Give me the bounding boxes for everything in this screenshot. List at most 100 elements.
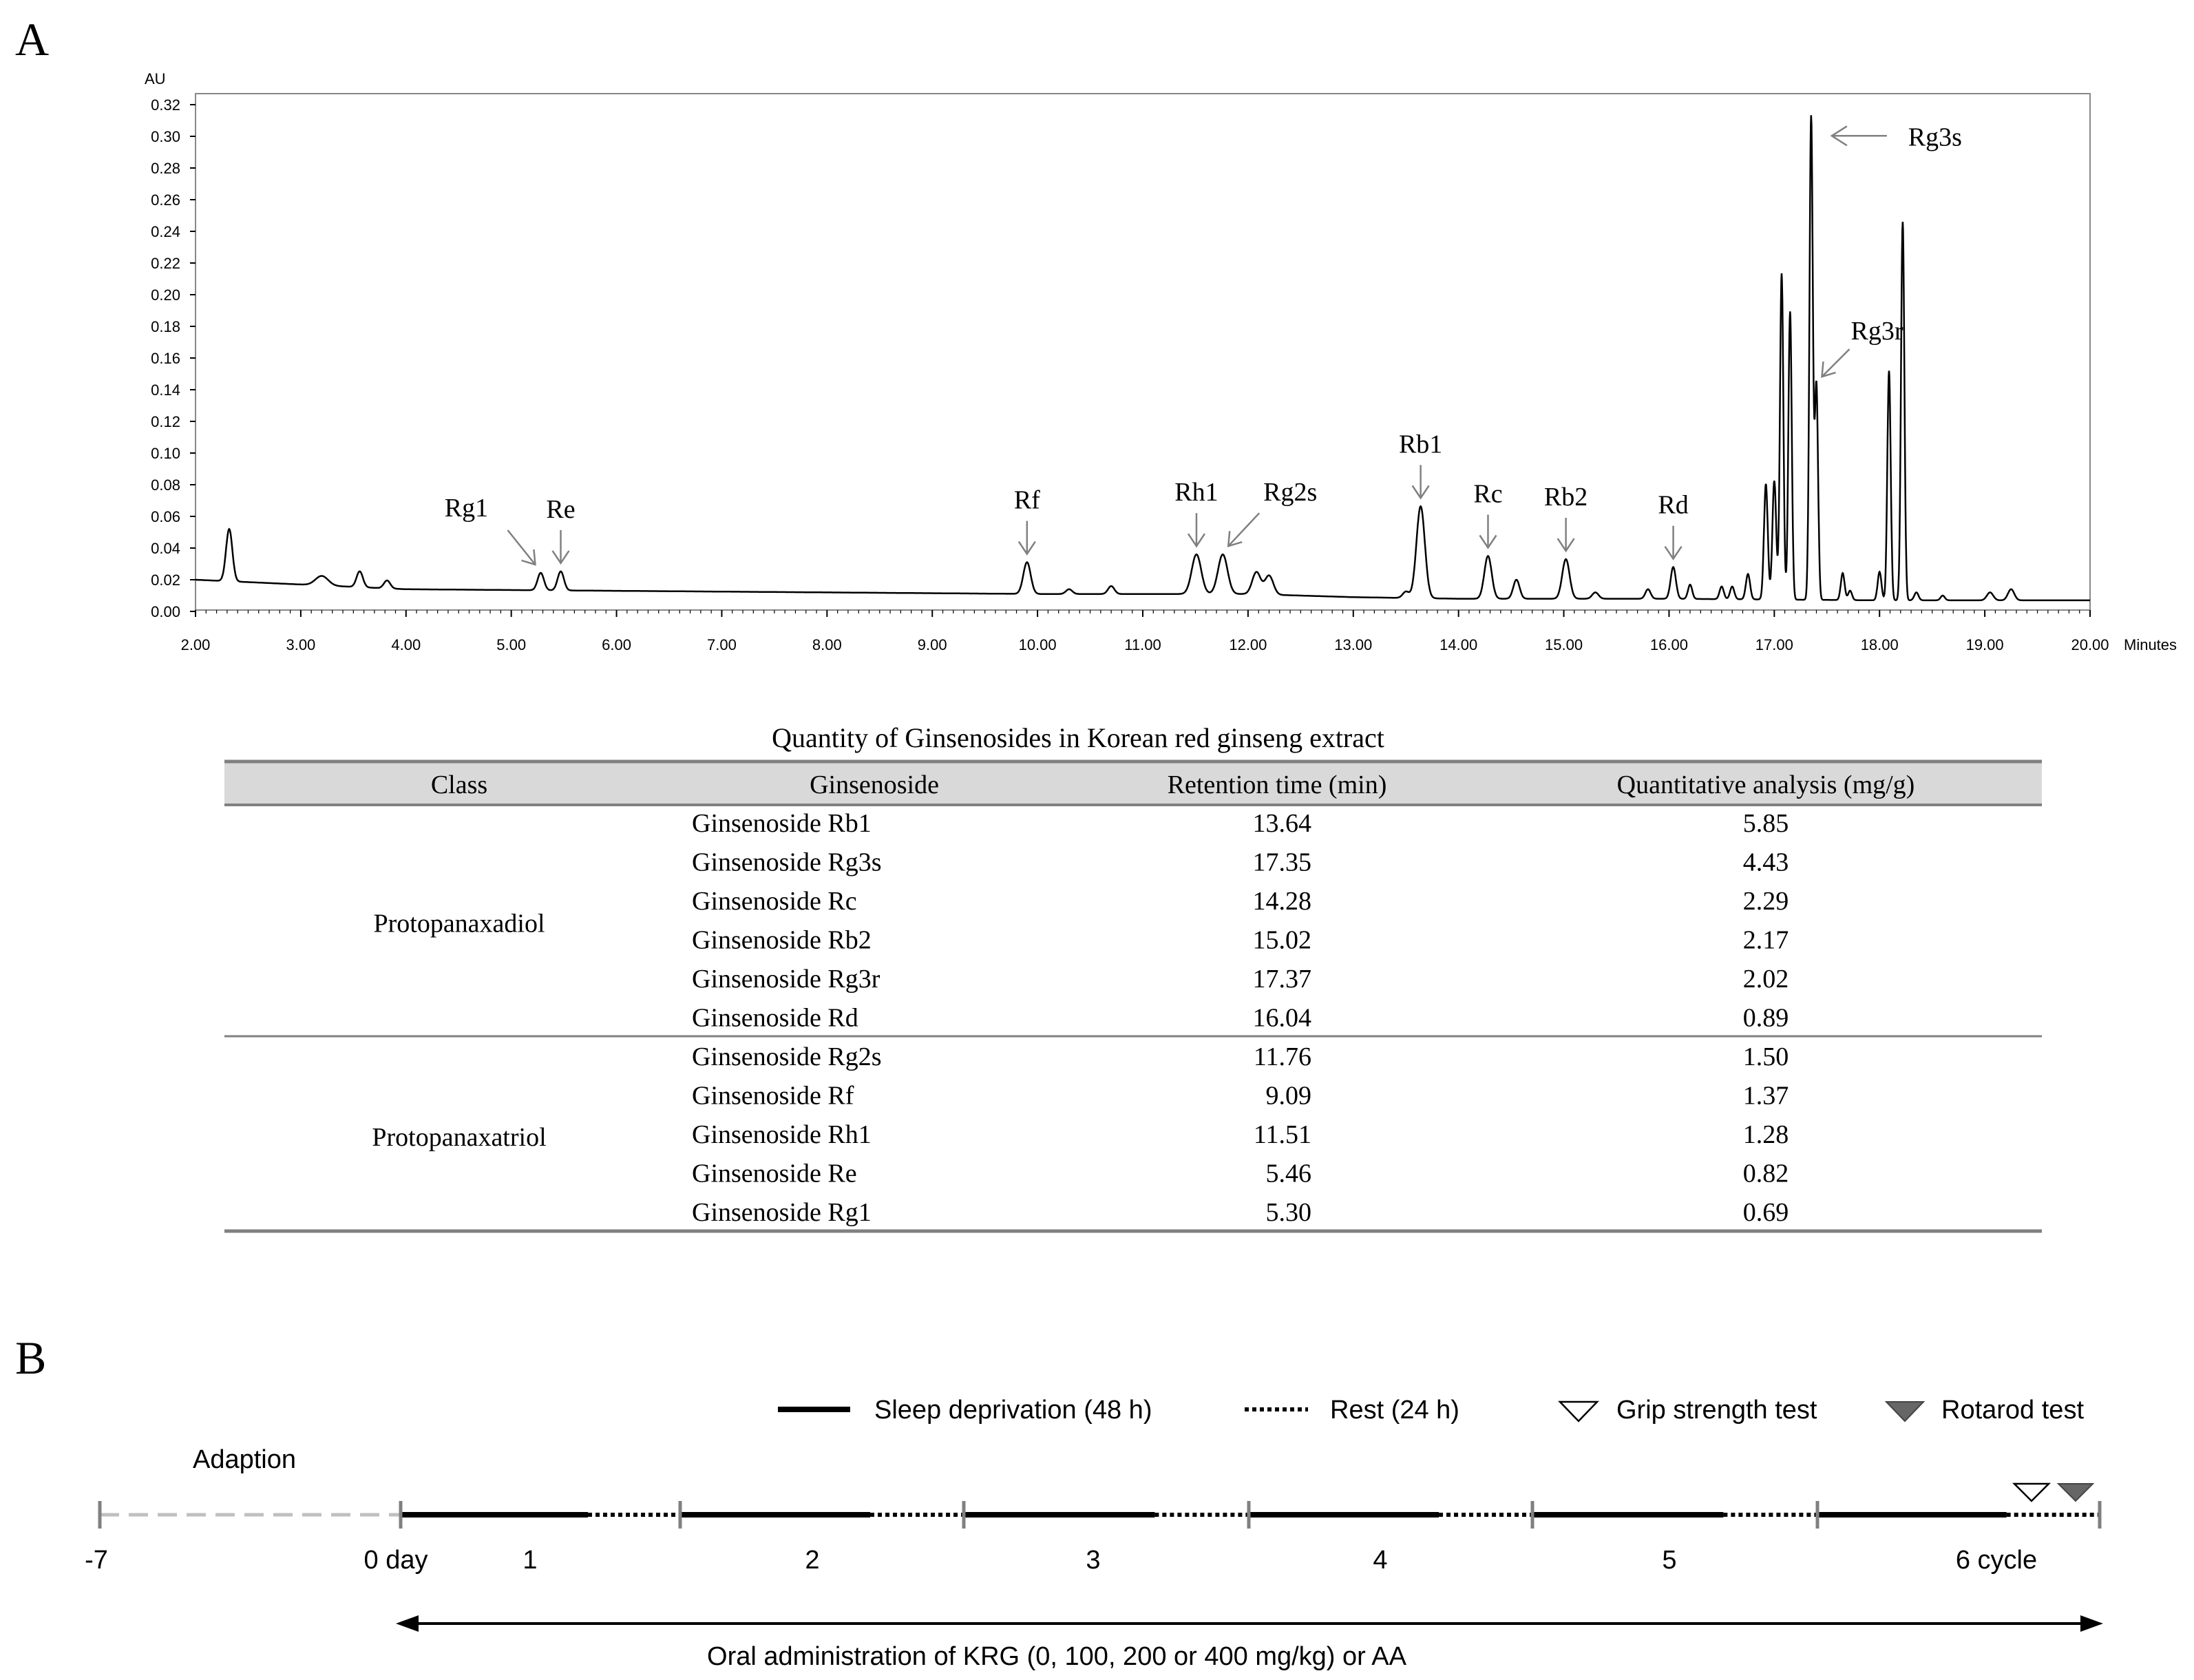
label-cycle5: 5 [1662, 1546, 1676, 1575]
peak-label: Rc [1473, 480, 1502, 509]
x-tick-label: 17.00 [1755, 636, 1793, 653]
arrow-right-icon [2080, 1615, 2103, 1632]
peak-annotation: Rg1 [445, 494, 536, 566]
peak-label: Rh1 [1174, 478, 1218, 507]
cell-retention-time: 11.51 [1254, 1120, 1311, 1149]
y-tick-label: 0.24 [151, 223, 180, 240]
table-title: Quantity of Ginsenosides in Korean red g… [772, 722, 1384, 753]
legend-grip-triangle-icon [1558, 1400, 1599, 1422]
cell-ginsenoside: Ginsenoside Rg3r [692, 965, 880, 994]
administration-label: Oral administration of KRG (0, 100, 200 … [707, 1642, 1407, 1671]
peak-annotation: Rd [1658, 491, 1689, 560]
adaption-label: Adaption [193, 1445, 296, 1474]
x-tick-label: 18.00 [1861, 636, 1899, 653]
y-tick-label: 0.20 [151, 286, 180, 304]
cell-quantity: 1.37 [1743, 1082, 1789, 1111]
y-tick-label: 0.28 [151, 160, 180, 177]
x-tick-label: 4.00 [391, 636, 421, 653]
peak-annotation: Rc [1473, 480, 1503, 549]
cell-retention-time: 16.04 [1253, 1004, 1312, 1033]
cell-ginsenoside: Ginsenoside Rh1 [692, 1120, 872, 1149]
panel-label-b: B [15, 1332, 46, 1384]
chromatogram-trace [196, 115, 2090, 602]
peak-annotation: Rg3r [1821, 317, 1903, 378]
cell-retention-time: 13.64 [1253, 809, 1312, 838]
table-header-bg [224, 761, 2042, 805]
peak-annotation: Re [546, 495, 576, 565]
table-row: Ginsenoside Rh1 11.51 1.28 [692, 1120, 1789, 1149]
x-tick-label: 5.00 [496, 636, 526, 653]
cell-quantity: 4.43 [1743, 848, 1789, 877]
table-row: Ginsenoside Rg3s 17.35 4.43 [692, 848, 1789, 877]
peak-label: Rg3s [1908, 123, 1962, 151]
panel-label-a: A [15, 13, 49, 65]
table-row: Ginsenoside Rg2s 11.76 1.50 [692, 1042, 1789, 1071]
y-tick-label: 0.04 [151, 540, 180, 557]
ginsenoside-table: Quantity of Ginsenosides in Korean red g… [224, 722, 2042, 1233]
cell-quantity: 1.50 [1743, 1042, 1789, 1071]
cell-class: Protopanaxadiol [373, 909, 545, 938]
cell-ginsenoside: Ginsenoside Rd [692, 1004, 858, 1033]
peak-annotation: Rf [1014, 486, 1040, 556]
cell-class: Protopanaxatriol [372, 1123, 546, 1152]
legend-rest-label: Rest (24 h) [1330, 1396, 1459, 1425]
cell-retention-time: 17.35 [1253, 848, 1312, 877]
cell-ginsenoside: Ginsenoside Rb2 [692, 926, 872, 955]
cell-retention-time: 5.30 [1266, 1198, 1312, 1227]
timeline-ticks [98, 1501, 2102, 1529]
experiment-timeline: Sleep deprivation (48 h) Rest (24 h) Gri… [85, 1396, 2103, 1671]
table-row: Ginsenoside Re 5.46 0.82 [692, 1159, 1789, 1188]
cell-retention-time: 9.09 [1266, 1082, 1312, 1111]
y-tick-label: 0.30 [151, 128, 180, 145]
y-tick-label: 0.16 [151, 350, 180, 367]
table-row: Ginsenoside Rb2 15.02 2.17 [692, 926, 1789, 955]
cell-retention-time: 14.28 [1253, 887, 1312, 916]
peak-label: Rg1 [445, 494, 488, 523]
cell-retention-time: 17.37 [1253, 965, 1312, 994]
cell-ginsenoside: Ginsenoside Rf [692, 1082, 854, 1111]
peak-label: Rg3r [1850, 317, 1903, 346]
legend-sleep-label: Sleep deprivation (48 h) [874, 1396, 1152, 1425]
label-cycle1: 1 [523, 1546, 537, 1575]
cell-ginsenoside: Ginsenoside Rg2s [692, 1042, 882, 1071]
cell-ginsenoside: Ginsenoside Re [692, 1159, 857, 1188]
cell-ginsenoside: Ginsenoside Rg3s [692, 848, 882, 877]
y-tick-label: 0.00 [151, 603, 180, 620]
x-tick-label: 8.00 [812, 636, 842, 653]
rotarod-test-marker-icon [2056, 1483, 2095, 1502]
legend-rotarod-triangle-icon [1884, 1401, 1926, 1422]
table-row: Ginsenoside Rg3r 17.37 2.02 [692, 965, 1789, 994]
y-tick-label: 0.12 [151, 413, 180, 430]
y-tick-label: 0.32 [151, 96, 180, 114]
label-cycle4: 4 [1373, 1546, 1387, 1575]
label-day0: 0 day [364, 1546, 428, 1575]
x-tick-label: 12.00 [1229, 636, 1267, 653]
legend-rotarod-label: Rotarod test [1941, 1396, 2084, 1425]
x-tick-label: 14.00 [1439, 636, 1477, 653]
peak-label: Rd [1658, 491, 1688, 520]
peak-label: Rb1 [1399, 430, 1442, 459]
cell-ginsenoside: Ginsenoside Rb1 [692, 809, 872, 838]
label-cycle3: 3 [1086, 1546, 1100, 1575]
cell-quantity: 0.69 [1743, 1198, 1789, 1227]
cell-quantity: 1.28 [1743, 1120, 1789, 1149]
table-row: Ginsenoside Rg1 5.30 0.69 [692, 1198, 1789, 1227]
arrow-left-icon [396, 1615, 419, 1632]
cell-quantity: 2.29 [1743, 887, 1789, 916]
header-ginsenoside: Ginsenoside [810, 770, 939, 799]
header-quantitative: Quantitative analysis (mg/g) [1617, 770, 1915, 799]
chromatogram-chart: AU Minutes 0.00 0.02 0.04 0.06 0.08 0.10 0.12 0… [145, 70, 2177, 653]
peak-annotation: Rb2 [1544, 483, 1588, 553]
x-tick-label: 20.00 [2071, 636, 2109, 653]
peak-annotation: Rg3s [1830, 123, 1962, 151]
x-tick-label: 10.00 [1019, 636, 1057, 653]
table-row: Ginsenoside Rb1 13.64 5.85 [692, 809, 1789, 838]
x-tick-label: 2.00 [181, 636, 211, 653]
label-cycle2: 2 [805, 1546, 819, 1575]
x-tick-label: 11.00 [1124, 636, 1161, 653]
cell-quantity: 2.02 [1743, 965, 1789, 994]
y-tick-label: 0.26 [151, 191, 180, 209]
y-tick-label: 0.14 [151, 381, 180, 399]
x-tick-label: 13.00 [1334, 636, 1372, 653]
cell-quantity: 5.85 [1743, 809, 1789, 838]
